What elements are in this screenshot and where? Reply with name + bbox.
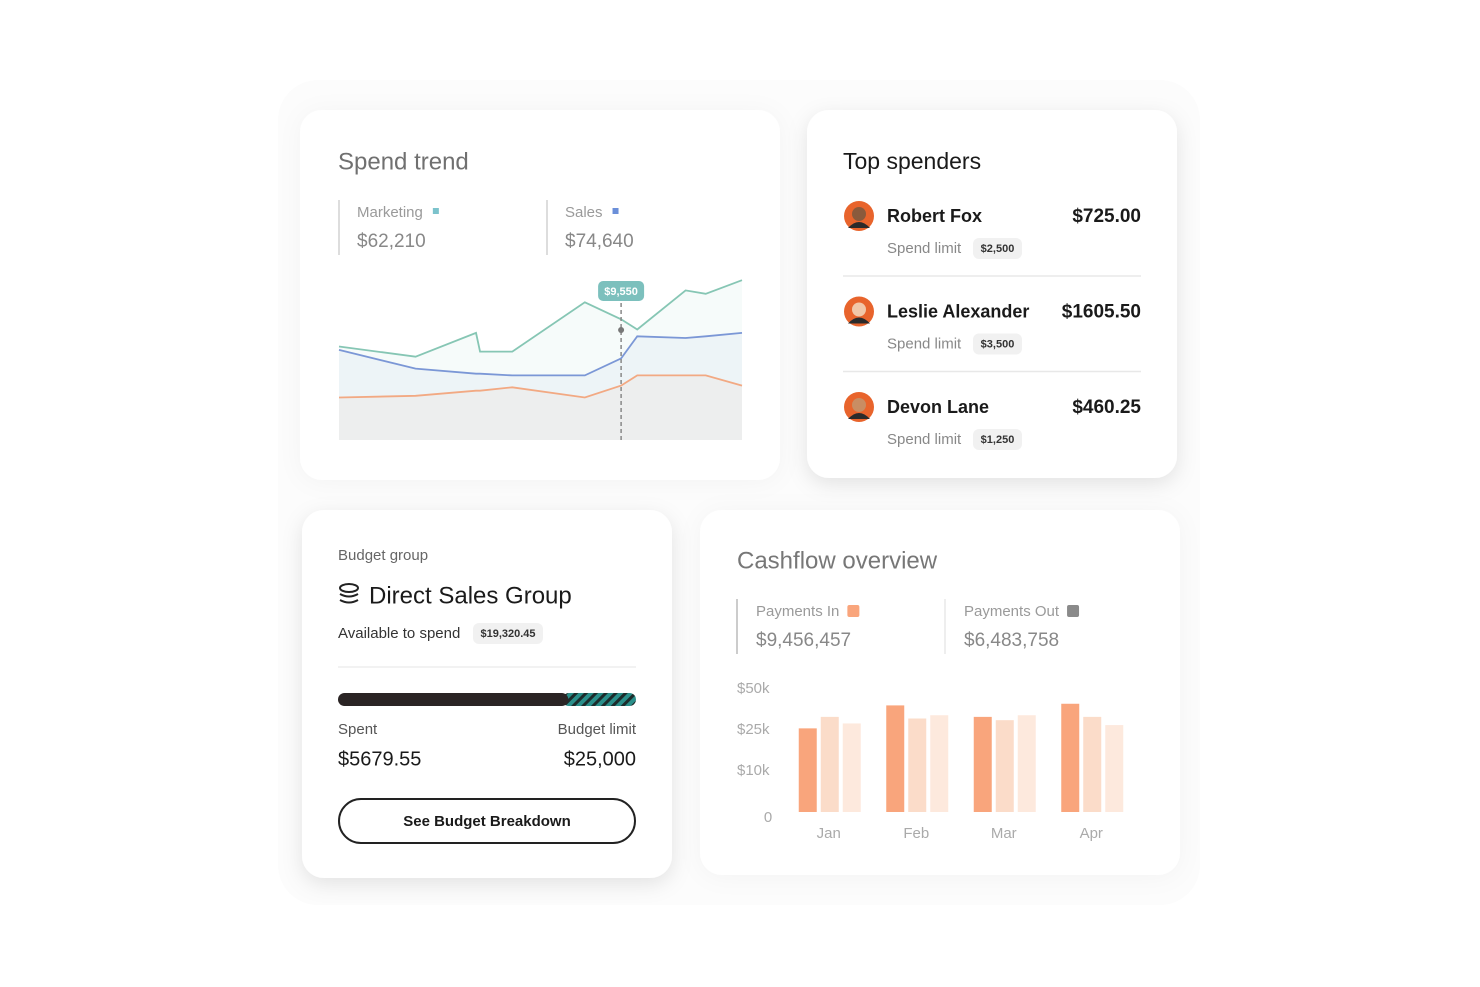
spend-trend: Spend trend Marketing $62,210 Sales $74,640… — [338, 148, 743, 443]
area — [339, 375, 742, 440]
button-label[interactable]: See Budget Breakdown — [403, 813, 571, 830]
bar — [798, 728, 817, 812]
x-tick-label: Mar — [991, 825, 1017, 842]
bar — [973, 716, 992, 812]
legend-value: $74,640 — [565, 231, 634, 252]
y-tick-label: $25k — [737, 721, 770, 738]
area — [339, 280, 742, 440]
bar — [842, 723, 861, 812]
limit-label: Spend limit — [887, 431, 962, 448]
legend-swatch — [847, 605, 860, 617]
line — [338, 374, 743, 399]
y-tick-label: $10k — [737, 762, 770, 779]
label: Budget group — [338, 547, 428, 564]
tooltip-dot — [618, 327, 625, 333]
tooltip-box — [598, 281, 645, 301]
bar — [886, 705, 905, 812]
bar — [1017, 715, 1036, 812]
button[interactable] — [338, 798, 636, 844]
name: Devon Lane — [887, 397, 989, 417]
cashflow-card — [700, 510, 1180, 875]
available-label: Available to spend — [338, 625, 460, 642]
chip — [973, 238, 1022, 259]
progress-available — [338, 693, 569, 706]
budget-group: Budget group Direct Sales Group Availabl… — [338, 547, 637, 844]
progress-spent — [562, 693, 636, 706]
avatar-body — [848, 413, 870, 419]
tooltip-label: $9,550 — [604, 286, 638, 298]
legend-label: Payments In — [756, 603, 839, 620]
chip — [973, 429, 1022, 450]
title: Cashflow overview — [737, 547, 938, 574]
icon — [339, 583, 359, 604]
avatar-body — [848, 317, 870, 324]
y-tick-label: $50k — [737, 680, 770, 697]
legend-swatch — [612, 208, 619, 214]
name: Leslie Alexander — [887, 301, 1029, 321]
name: Robert Fox — [887, 206, 982, 226]
x-tick-label: Jan — [817, 825, 841, 842]
limit-label: Budget limit — [558, 721, 637, 738]
legend-value: $6,483,758 — [964, 630, 1059, 651]
avatar-face — [852, 398, 866, 412]
limit: $2,500 — [981, 243, 1015, 255]
title: Top spenders — [843, 148, 981, 174]
amount: $1605.50 — [1062, 302, 1141, 323]
top-spenders-card — [807, 110, 1177, 478]
limit: $25,000 — [564, 748, 636, 770]
legend-swatch — [432, 208, 439, 214]
legend-label: Sales — [565, 204, 603, 221]
legend-swatch — [1067, 605, 1080, 617]
x-tick-label: Apr — [1080, 825, 1103, 842]
line — [338, 279, 743, 358]
legend-value: $9,456,457 — [756, 630, 851, 651]
bar — [1061, 703, 1080, 812]
bar — [995, 720, 1014, 812]
amount: $725.00 — [1072, 206, 1141, 227]
chip — [973, 333, 1022, 355]
avatar-face — [852, 207, 866, 221]
chip — [473, 623, 543, 644]
limit-label: Spend limit — [887, 335, 962, 352]
title: Spend trend — [338, 148, 469, 175]
bar — [930, 715, 949, 812]
avatar-face — [852, 302, 866, 317]
limit: $3,500 — [981, 338, 1015, 350]
legend-label: Payments Out — [964, 603, 1060, 620]
top-spenders: Top spenders Robert Fox $725.00 Spend limi… — [843, 148, 1141, 450]
available: $19,320.45 — [480, 628, 535, 640]
spend-trend-card — [300, 110, 780, 480]
bar — [1083, 716, 1102, 812]
line — [338, 332, 743, 377]
area — [339, 332, 742, 440]
amount: $460.25 — [1072, 397, 1141, 418]
spent: $5679.55 — [338, 748, 421, 770]
bar — [1105, 725, 1124, 812]
avatar-body — [848, 222, 870, 228]
name: Direct Sales Group — [369, 582, 572, 609]
spent-label: Spent — [338, 721, 378, 738]
bar — [820, 716, 839, 812]
bar — [908, 718, 927, 812]
legend-value: $62,210 — [357, 231, 426, 252]
limit: $1,250 — [981, 434, 1015, 446]
limit-label: Spend limit — [887, 240, 962, 257]
y-tick-label: 0 — [764, 809, 772, 826]
x-tick-label: Feb — [903, 825, 929, 842]
legend-label: Marketing — [357, 204, 423, 221]
cashflow: Cashflow overview Payments In $9,456,457 P… — [736, 547, 1124, 842]
